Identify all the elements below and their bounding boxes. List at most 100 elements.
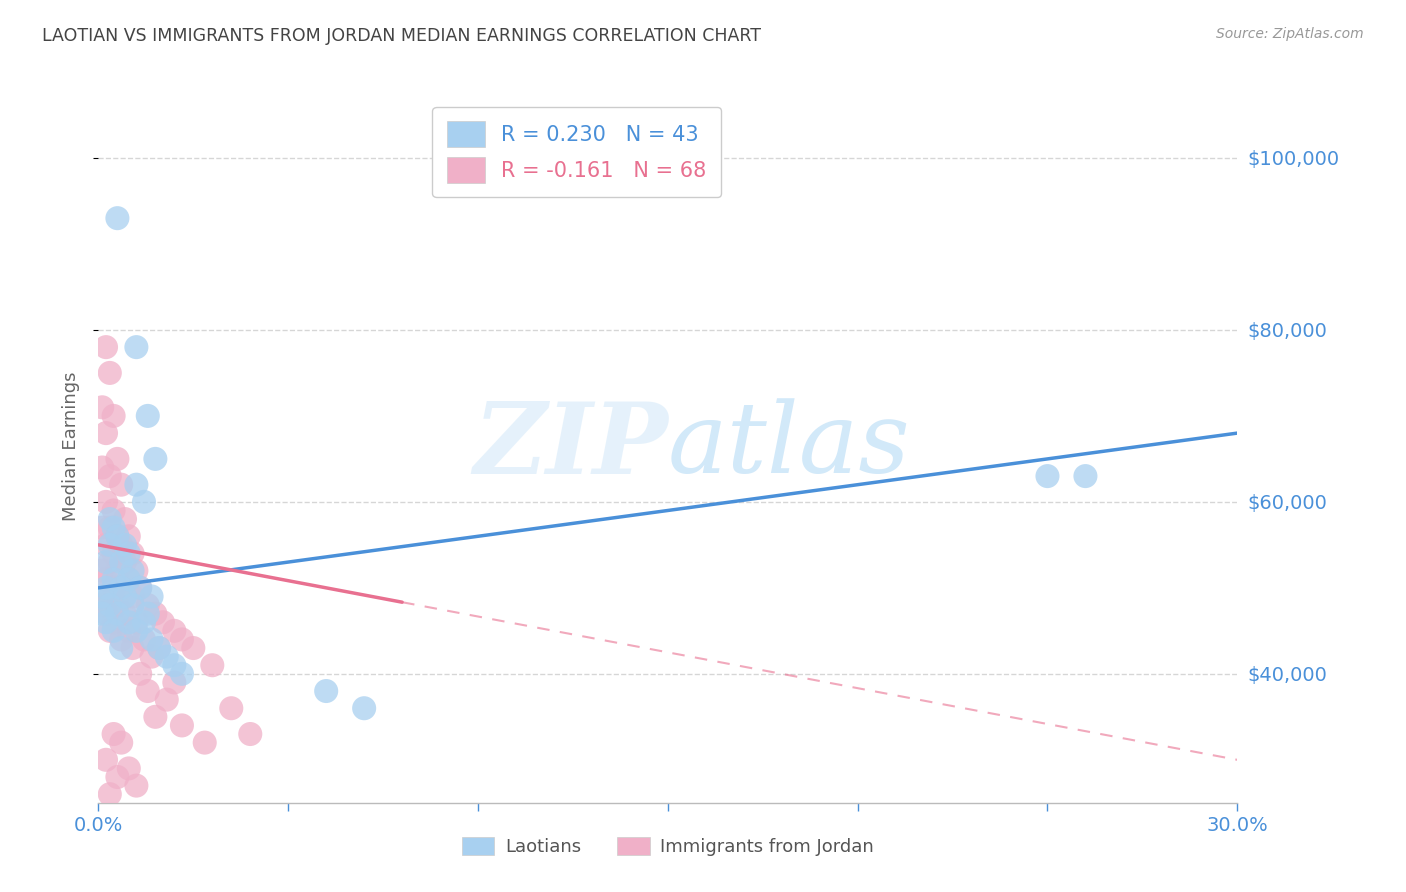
Point: [156, 649, 179, 664]
Point: [110, 477, 132, 491]
Point: [156, 692, 179, 706]
Point: [170, 718, 193, 732]
Point: [107, 451, 129, 466]
Point: [145, 607, 167, 621]
Text: Source: ZipAtlas.com: Source: ZipAtlas.com: [1216, 27, 1364, 41]
Point: [94, 538, 117, 552]
Point: [91, 401, 114, 415]
Point: [103, 503, 125, 517]
Point: [121, 598, 143, 612]
Point: [118, 624, 141, 638]
Point: [141, 649, 163, 664]
Point: [94, 572, 117, 586]
Point: [118, 572, 141, 586]
Point: [136, 684, 159, 698]
Point: [118, 761, 141, 775]
Point: [148, 641, 170, 656]
Point: [91, 564, 114, 578]
Text: ZIP: ZIP: [472, 398, 668, 494]
Point: [107, 529, 129, 543]
Point: [103, 624, 125, 638]
Point: [118, 546, 141, 560]
Point: [114, 512, 136, 526]
Point: [98, 624, 121, 638]
Point: [103, 727, 125, 741]
Y-axis label: Median Earnings: Median Earnings: [62, 371, 80, 521]
Point: [103, 409, 125, 423]
Point: [98, 469, 121, 483]
Point: [98, 538, 121, 552]
Point: [103, 615, 125, 630]
Point: [132, 632, 155, 647]
Point: [239, 727, 262, 741]
Point: [145, 710, 167, 724]
Point: [353, 701, 375, 715]
Point: [125, 779, 148, 793]
Text: atlas: atlas: [668, 399, 911, 493]
Point: [110, 632, 132, 647]
Point: [103, 572, 125, 586]
Point: [114, 590, 136, 604]
Text: LAOTIAN VS IMMIGRANTS FROM JORDAN MEDIAN EARNINGS CORRELATION CHART: LAOTIAN VS IMMIGRANTS FROM JORDAN MEDIAN…: [42, 27, 761, 45]
Point: [91, 590, 114, 604]
Point: [107, 598, 129, 612]
Point: [170, 666, 193, 681]
Point: [98, 590, 121, 604]
Point: [94, 340, 117, 354]
Point: [91, 598, 114, 612]
Point: [121, 564, 143, 578]
Point: [98, 787, 121, 801]
Point: [129, 581, 152, 595]
Point: [125, 624, 148, 638]
Point: [163, 658, 186, 673]
Point: [94, 495, 117, 509]
Point: [125, 477, 148, 491]
Point: [201, 658, 224, 673]
Point: [103, 521, 125, 535]
Point: [136, 598, 159, 612]
Point: [91, 460, 114, 475]
Point: [163, 675, 186, 690]
Point: [152, 615, 174, 630]
Point: [110, 736, 132, 750]
Point: [163, 624, 186, 638]
Point: [148, 641, 170, 656]
Point: [125, 564, 148, 578]
Point: [1074, 469, 1097, 483]
Point: [103, 581, 125, 595]
Point: [94, 581, 117, 595]
Point: [129, 581, 152, 595]
Point: [194, 736, 217, 750]
Point: [110, 641, 132, 656]
Point: [94, 615, 117, 630]
Point: [91, 521, 114, 535]
Point: [118, 529, 141, 543]
Point: [121, 590, 143, 604]
Point: [114, 555, 136, 569]
Point: [98, 521, 121, 535]
Point: [94, 753, 117, 767]
Point: [107, 607, 129, 621]
Point: [98, 512, 121, 526]
Point: [118, 615, 141, 630]
Point: [129, 666, 152, 681]
Point: [145, 451, 167, 466]
Point: [94, 555, 117, 569]
Point: [121, 546, 143, 560]
Point: [170, 632, 193, 647]
Point: [221, 701, 243, 715]
Point: [94, 426, 117, 441]
Point: [315, 684, 337, 698]
Point: [114, 607, 136, 621]
Point: [183, 641, 205, 656]
Point: [98, 598, 121, 612]
Point: [125, 615, 148, 630]
Point: [118, 572, 141, 586]
Point: [110, 555, 132, 569]
Point: [121, 641, 143, 656]
Point: [98, 366, 121, 380]
Point: [110, 581, 132, 595]
Point: [94, 607, 117, 621]
Point: [136, 607, 159, 621]
Point: [125, 340, 148, 354]
